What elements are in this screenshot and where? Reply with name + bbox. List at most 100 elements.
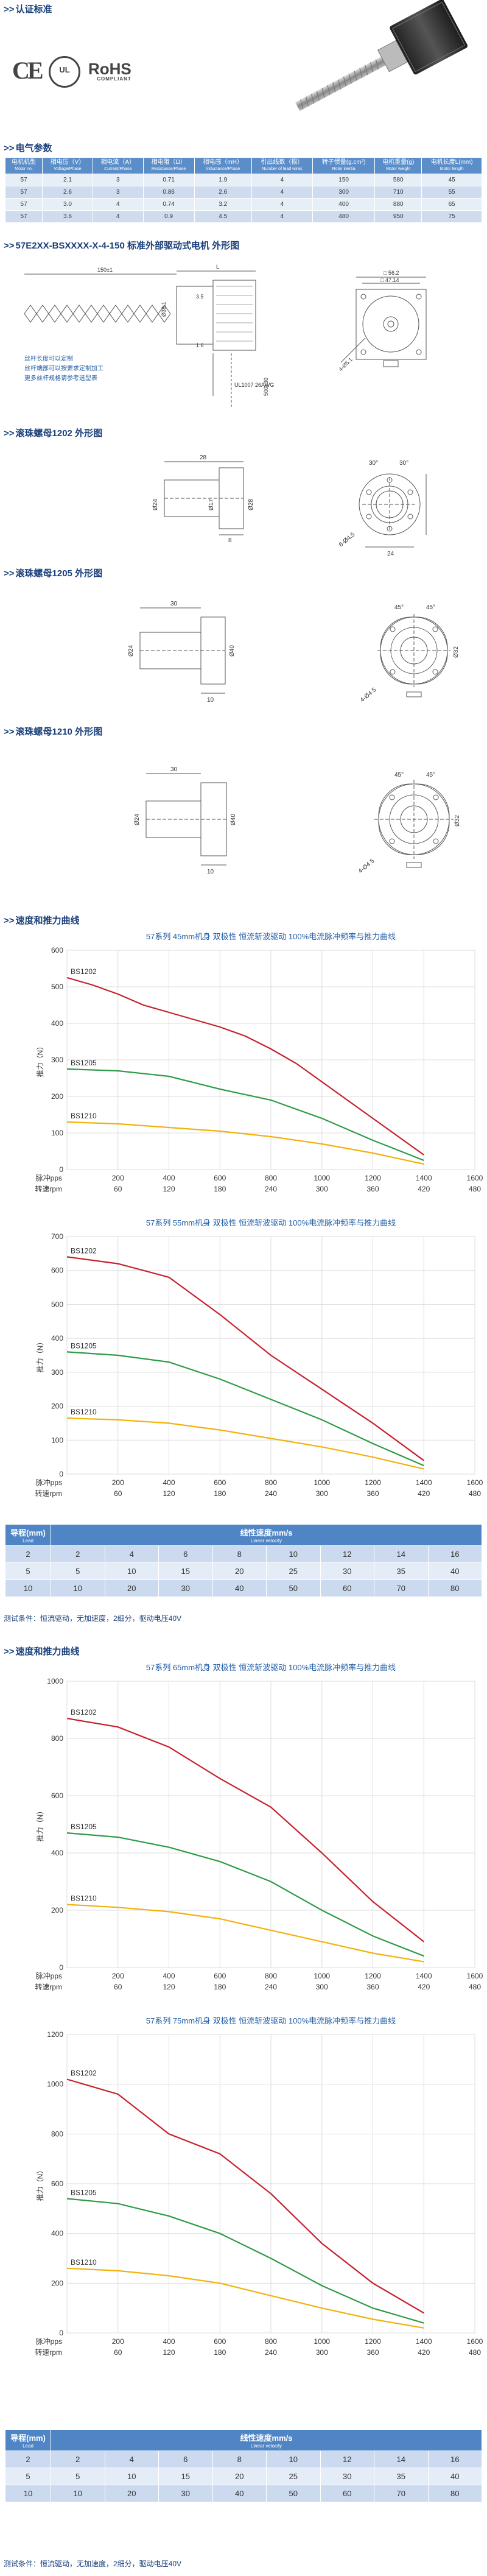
dim-1202-holes: 6-Ø4.5	[338, 531, 357, 548]
dim-1-6: 1.6	[196, 342, 204, 348]
dim-1210-pcd: Ø32	[454, 815, 461, 827]
x-tick-label-pps: 400	[163, 1174, 175, 1182]
x-tick-label-pps: 600	[214, 1174, 226, 1182]
y-tick-label: 200	[51, 1092, 63, 1101]
y-tick-label: 1200	[47, 2030, 63, 2039]
spec-cell: 3	[92, 174, 144, 186]
series-label-bs1205: BS1205	[71, 2189, 97, 2197]
spec-header-row: 电机机型 Motor no. 相电压（V） Voltage/Phase 相电流（A） Cu…	[4, 157, 482, 174]
x-tick-label-pps: 200	[112, 1478, 124, 1487]
spec-header-cell: 转子惯量(g.cm²) Rotor inertia	[312, 157, 376, 174]
y-tick-label: 0	[59, 1165, 63, 1174]
x-tick-label-rpm: 120	[163, 1489, 175, 1498]
series-label-bs1202: BS1202	[71, 967, 97, 976]
dim-1205-od: Ø40	[229, 645, 236, 657]
spec-cell: 300	[312, 186, 376, 199]
speed-cell: 50	[266, 1579, 321, 1597]
speed-header-row: 导程(mm) Lead 线性速度mm/s Linear velocity	[5, 2429, 482, 2451]
x-tick-label-pps: 200	[112, 1174, 124, 1182]
dim-1210-length: 30	[170, 766, 178, 773]
speed-cell: 10	[5, 1579, 51, 1597]
spec-header-en: Motor weight	[386, 167, 411, 171]
y-tick-label: 200	[51, 1402, 63, 1411]
dim-1205-length: 30	[170, 601, 178, 607]
x-tick-label-pps: 600	[214, 1478, 226, 1487]
series-line-bs1202	[66, 1718, 424, 1943]
dim-1202-flange: 8	[228, 537, 232, 544]
spec-cell: 710	[374, 186, 422, 199]
y-tick-label: 500	[51, 1300, 63, 1308]
spec-header-cn: 引出线数（根）	[261, 159, 304, 166]
x-tick-label-rpm: 480	[469, 2348, 481, 2357]
y-tick-label: 0	[59, 1470, 63, 1478]
x-tick-label-pps: 400	[163, 1972, 175, 1980]
spec-cell: 3	[92, 186, 144, 199]
x-tick-label-rpm: 360	[366, 1185, 379, 1193]
spec-cell: 57	[4, 210, 43, 223]
y-tick-label: 300	[51, 1056, 63, 1064]
lead-screw-drawing	[24, 305, 171, 323]
series-line-bs1202	[66, 1256, 424, 1461]
speed-cell: 15	[158, 2468, 213, 2485]
x-tick-label-pps: 200	[112, 1972, 124, 1980]
spec-header-cn: 电机重量(g)	[382, 159, 415, 166]
dim-lead-wire: UL1007 26AWG	[234, 382, 274, 388]
x-tick-label-pps: 1600	[467, 1174, 483, 1182]
x-axis-label-rpm: 转速rpm	[35, 1489, 62, 1498]
speed-cell: 80	[427, 1579, 482, 1597]
spec-header-cell: 电机机型 Motor no.	[4, 157, 43, 174]
spec-header-cell: 引出线数（根） Number of lead wires	[251, 157, 313, 174]
x-tick-label-rpm: 360	[366, 1983, 379, 1991]
speed-header-lead: 导程(mm) Lead	[5, 1524, 51, 1546]
spec-cell: 45	[421, 174, 482, 186]
series-line-bs1202	[66, 2078, 424, 2314]
speed-cell: 10	[51, 1579, 105, 1597]
series-line-bs1210	[66, 1417, 424, 1470]
series-line-bs1205	[66, 2198, 424, 2324]
spec-cell: 55	[421, 186, 482, 199]
x-tick-label-rpm: 240	[265, 1489, 277, 1498]
spec-cell: 880	[374, 198, 422, 211]
spec-header-en: Number of lead wires	[262, 167, 303, 171]
series-line-bs1210	[66, 2267, 424, 2329]
drawing-note-3: 更多丝杆规格请参考选型表	[24, 374, 97, 382]
x-tick-label-pps: 1400	[416, 2337, 432, 2346]
y-tick-label: 1000	[47, 2080, 63, 2089]
chart-title: 57系列 55mm机身 双极性 恒流斩波驱动 100%电流脉冲频率与推力曲线	[146, 1218, 396, 1227]
y-tick-label: 200	[51, 2279, 63, 2287]
dim-1210-flange: 10	[207, 869, 214, 875]
x-tick-label-rpm: 420	[418, 1489, 430, 1498]
speed-cell: 5	[5, 2468, 51, 2485]
spec-cell: 0.71	[142, 174, 195, 186]
speed-header-lead-en: Lead	[23, 2443, 33, 2449]
speed-header-velocity: 线性速度mm/s Linear velocity	[51, 1524, 482, 1546]
dim-1210-angle-b: 45°	[426, 772, 435, 778]
drawing-note-2: 丝杆端部可以按要求定制加工	[24, 364, 103, 372]
x-tick-label-pps: 1200	[365, 1972, 381, 1980]
speed-header-velocity: 线性速度mm/s Linear velocity	[51, 2429, 482, 2451]
electrical-spec-table: 电机机型 Motor no. 相电压（V） Voltage/Phase 相电流（A） Cu…	[4, 157, 482, 223]
speed-cell: 40	[427, 1562, 482, 1580]
chart-title: 57系列 75mm机身 双极性 恒流斩波驱动 100%电流脉冲频率与推力曲线	[146, 2016, 396, 2025]
speed-cell: 35	[374, 2468, 429, 2485]
speed-row: 10 10 20 30 40 50 60 70 80	[5, 2485, 482, 2502]
dim-motor-length: L	[216, 264, 219, 270]
dim-1202-bore: Ø17	[208, 499, 215, 510]
speed-header-lead-en: Lead	[23, 1538, 33, 1544]
speed-cell: 40	[427, 2468, 482, 2485]
spec-cell: 3.0	[42, 198, 93, 211]
y-tick-label: 0	[59, 1963, 63, 1972]
speed-cell: 50	[266, 2485, 321, 2502]
speed-cell: 12	[320, 1545, 374, 1563]
series-label-bs1210: BS1210	[71, 1408, 97, 1416]
x-axis-label-rpm: 转速rpm	[35, 1982, 62, 1991]
product-image-motor	[295, 0, 468, 111]
speed-cell: 10	[5, 2485, 51, 2502]
spec-row: 57 3.6 4 0.9 4.5 4 480 950 75	[4, 210, 482, 223]
series-line-bs1210	[66, 1121, 424, 1165]
x-tick-label-rpm: 360	[366, 2348, 379, 2357]
y-axis-label: 推力（N）	[36, 1807, 44, 1842]
series-label-bs1202: BS1202	[71, 2069, 97, 2078]
series-line-bs1205	[66, 1832, 424, 1957]
spec-header-cell: 电机长度L(mm) Motor length	[421, 157, 482, 174]
